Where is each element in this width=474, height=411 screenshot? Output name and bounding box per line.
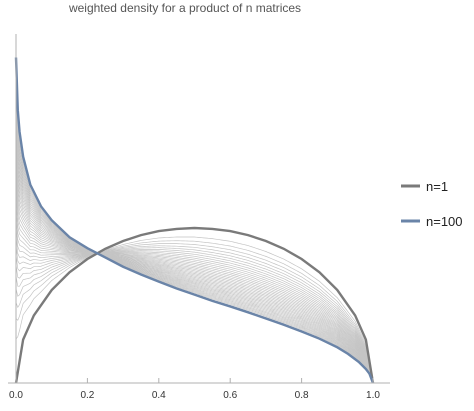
intermediate-curve	[15, 236, 374, 384]
x-axis: 0.0 0.2 0.4 0.6 0.8 1.0	[8, 34, 390, 401]
intermediate-curve	[15, 141, 374, 384]
intermediate-curve	[15, 124, 374, 384]
intermediate-curve	[15, 226, 374, 384]
intermediate-curve	[15, 244, 374, 384]
intermediate-curve	[15, 202, 374, 384]
intermediate-curve	[15, 148, 374, 384]
chart-title: weighted density for a product of n matr…	[68, 1, 301, 15]
intermediate-curve	[15, 130, 374, 384]
intermediate-curve	[15, 249, 374, 384]
intermediate-curve	[15, 218, 374, 384]
intermediate-curve	[15, 240, 374, 384]
intermediate-curve	[15, 91, 374, 384]
series-line-n1	[14, 226, 375, 384]
intermediate-curve	[15, 107, 374, 384]
intermediate-curve	[15, 167, 374, 384]
intermediate-curve	[15, 180, 374, 384]
intermediate-curve	[15, 235, 374, 384]
x-tick-label: 0.6	[223, 390, 237, 401]
x-tick-label: 0.2	[80, 390, 94, 401]
x-tick-label: 0.8	[295, 390, 309, 401]
intermediate-curve	[15, 113, 374, 384]
intermediate-curve	[15, 187, 374, 384]
intermediate-curve	[15, 247, 374, 384]
legend-label-n1: n=1	[426, 179, 448, 194]
series-group	[14, 57, 375, 384]
intermediate-curve	[15, 97, 374, 384]
intermediate-curve	[15, 86, 374, 384]
legend: n=1 n=100	[401, 179, 463, 229]
legend-label-n100: n=100	[426, 214, 463, 229]
intermediate-curve	[15, 210, 374, 384]
x-tick-label: 1.0	[366, 390, 380, 401]
intermediate-curve	[15, 81, 374, 384]
intermediate-curve	[15, 154, 374, 384]
intermediate-curve	[15, 173, 374, 384]
intermediate-curves-group	[15, 62, 374, 384]
intermediate-curve	[15, 243, 374, 384]
intermediate-curve	[15, 102, 374, 384]
intermediate-curve	[15, 76, 374, 384]
intermediate-curve	[15, 245, 374, 384]
intermediate-curve	[15, 136, 374, 384]
x-tick-label: 0.0	[9, 390, 23, 401]
intermediate-curve	[15, 195, 374, 384]
intermediate-curve	[15, 250, 374, 384]
intermediate-curve	[15, 160, 374, 384]
series-line-n100	[14, 57, 375, 384]
intermediate-curve	[15, 118, 374, 384]
x-tick-label: 0.4	[152, 390, 166, 401]
